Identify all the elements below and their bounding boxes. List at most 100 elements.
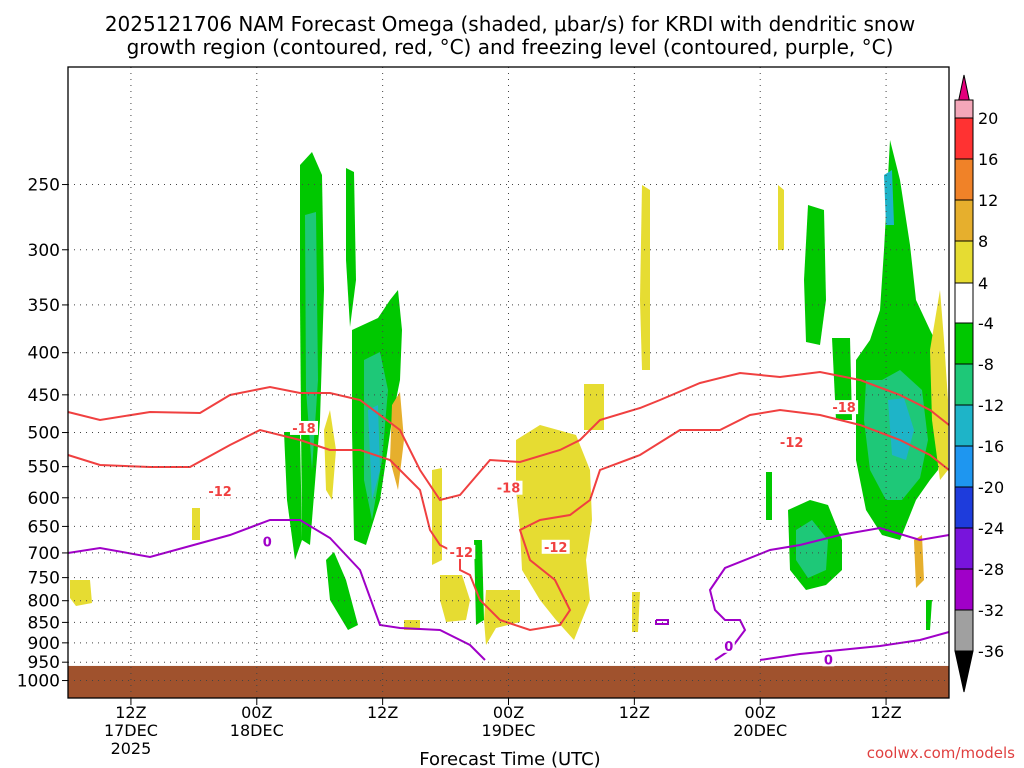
omega-shaded-region [516,425,592,640]
contour-label: -18 [292,422,316,437]
colorbar-segment [954,117,974,160]
colorbar: 20 16 12 8 4 -4 -8 -12 -16 -20 -24 -28 -32 -36 [954,74,1004,693]
colorbar-segment [954,282,974,324]
y-tick-label: 1000 [17,672,60,692]
contour-label-bg [494,480,523,495]
x-tick-label: 12Z [619,703,650,722]
colorbar-segment [954,240,974,284]
y-tick-label: 250 [28,176,60,196]
omega-shaded-region [324,410,336,500]
y-tick-label: 800 [28,592,60,612]
contour-label-bg [447,544,476,559]
x-tick-year: 2025 [111,739,152,758]
colorbar-segment [954,568,974,611]
colorbar-segment [954,322,974,365]
x-tick-label: 00Z [493,703,524,722]
contour-label-bg [777,435,806,450]
contour-label: -12 [544,541,568,556]
omega-shaded-region [284,432,302,560]
contour-label: -18 [497,482,521,497]
credit-text: coolwx.com/models [867,744,1015,762]
contour-line [708,526,950,661]
x-tick-label: 12Z [870,703,901,722]
contour-label-bg [722,638,735,653]
colorbar-segment [954,363,974,406]
contour-line [67,408,950,632]
y-tick-label: 300 [28,241,60,261]
omega-shaded-region [474,540,484,625]
omega-shaded-region [305,212,318,470]
colorbar-label: 16 [978,150,998,169]
omega-shaded-region [640,185,650,370]
x-tick-date: 18DEC [230,721,284,740]
colorbar-label: -20 [978,478,1004,497]
omega-shaded-region [390,392,404,490]
contour-label: -12 [450,546,474,561]
x-tick-label: 12Z [367,703,398,722]
contour-label: -18 [832,401,856,416]
y-tick-label: 850 [28,613,60,633]
contour-label-bg [822,652,835,667]
omega-shaded-region [432,468,442,565]
x-tick-date: 19DEC [482,721,536,740]
colorbar-segment [954,99,974,119]
omega-shading-layer [70,140,948,645]
x-tick-label: 12Z [115,703,146,722]
colorbar-segment [954,404,974,447]
contour-line [67,370,950,502]
colorbar-label: -28 [978,560,1004,579]
y-tick-label: 750 [28,569,60,589]
colorbar-segment [954,527,974,570]
y-axis: 2503003504004505005506006507007508008509… [17,176,68,692]
y-tick-label: 550 [28,458,60,478]
omega-shaded-region [484,590,520,645]
x-tick-date: 17DEC [104,721,158,740]
colorbar-label: -32 [978,601,1004,620]
contour-label: 0 [724,640,733,655]
omega-shaded-region [440,575,470,622]
omega-shaded-region [632,592,640,632]
omega-shaded-region [778,185,784,250]
colorbar-label: -8 [978,355,994,374]
omega-shaded-region [192,508,200,540]
contour-label-bg [261,534,274,549]
omega-shaded-region [804,205,826,345]
contour-label-bg [541,539,570,554]
chart-title: 2025121706 NAM Forecast Omega (shaded, μ… [105,12,915,36]
x-tick-label: 00Z [745,703,776,722]
colorbar-segment [954,445,974,488]
colorbar-label: 12 [978,191,998,210]
x-axis-title: Forecast Time (UTC) [419,749,600,768]
contour-layer [67,370,950,661]
y-tick-label: 950 [28,653,60,673]
colorbar-label: 8 [978,232,988,251]
contour-label: -12 [780,436,804,451]
contour-line [759,631,950,661]
contour-label: 0 [824,653,833,668]
y-tick-label: 450 [28,386,60,406]
contour-line [67,519,486,661]
colorbar-segment [954,609,974,652]
contour-label: 0 [263,536,272,551]
colorbar-label: -24 [978,519,1004,538]
colorbar-segment [954,158,974,201]
contour-labels: -18 -12 -12 -18 -12 -18 -12 0 0 0 [206,400,859,668]
colorbar-label: 20 [978,109,998,128]
contour-label-bg [206,483,235,498]
colorbar-label: 4 [978,274,988,293]
y-tick-label: 900 [28,634,60,654]
contour-label-bg [830,400,859,415]
contour-label: -12 [208,485,232,500]
y-tick-label: 650 [28,517,60,537]
x-tick-date: 20DEC [733,721,787,740]
omega-shaded-region [926,600,932,630]
colorbar-segment [954,199,974,242]
colorbar-label: -36 [978,642,1004,661]
x-tick-label: 00Z [241,703,272,722]
colorbar-label: -12 [978,396,1004,415]
y-tick-label: 500 [28,424,60,444]
omega-shaded-region [584,384,604,430]
omega-shaded-region [930,290,948,480]
